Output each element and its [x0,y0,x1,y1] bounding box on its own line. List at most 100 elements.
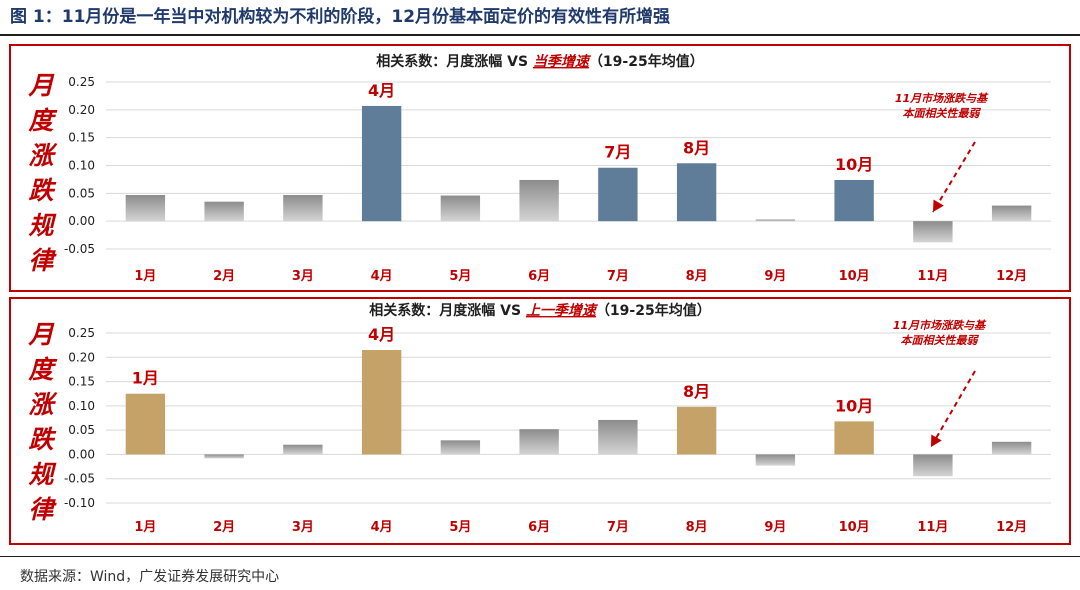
x-tick-label: 7月 [607,269,629,284]
x-tick-label: 10月 [839,269,870,284]
figure-title: 图 1：11月份是一年当中对机构较为不利的阶段，12月份基本面定价的有效性有所增… [10,7,671,27]
x-tick-label: 9月 [764,520,786,535]
bar [519,429,559,455]
y-tick-label: 0.20 [68,350,95,364]
x-tick-label: 9月 [764,269,786,284]
x-tick-label: 1月 [134,269,156,284]
annotation-text: 11月市场涨跌与基 [895,92,989,105]
side-label-char: 规 [28,211,54,240]
y-tick-label: 0.25 [68,326,95,340]
y-tick-label: 0.20 [68,103,95,117]
bar-data-label: 7月 [604,143,631,162]
side-label-char: 律 [28,495,54,524]
bar [913,454,953,477]
x-tick-label: 5月 [449,269,471,284]
x-tick-label: 6月 [528,269,550,284]
bar-data-label: 10月 [835,396,873,415]
side-label-char: 月 [28,320,54,349]
bar [361,350,402,455]
x-tick-label: 12月 [996,269,1027,284]
x-tick-label: 6月 [528,520,550,535]
y-tick-label: 0.00 [68,447,95,461]
x-tick-label: 8月 [686,520,708,535]
x-tick-label: 10月 [839,520,870,535]
annotation-text: 本面相关性最弱 [901,334,980,347]
bar-data-label: 8月 [683,138,710,157]
side-label-char: 涨 [28,390,54,419]
bar [361,105,402,222]
bar [834,179,874,222]
top-rule [0,34,1080,36]
bar [755,454,796,466]
bar-data-label: 8月 [683,382,710,401]
bar [991,441,1032,455]
annotation-arrowhead [933,199,944,212]
x-tick-label: 4月 [371,520,393,535]
bar-data-label: 4月 [368,81,395,100]
bar-chart-current-quarter: 相关系数：月度涨幅 VS 当季增速（19-25年均值） 0.25 0.20 0.15 0… [64,53,1051,284]
bar [676,163,717,222]
bar [125,393,166,455]
y-tick-label: -0.05 [64,472,95,486]
chart-panel-current-quarter: 月 度 涨 跌 规 律 相关系数：月度涨幅 VS 当季增速（19-25年均值） 0… [9,44,1071,292]
annotation-arrow [932,141,976,213]
x-tick-label: 4月 [371,269,393,284]
x-tick-label: 5月 [449,520,471,535]
bar [204,454,244,459]
bar-chart-previous-quarter: 相关系数：月度涨幅 VS 上一季增速（19-25年均值） 0.25 0.20 0.15… [64,302,1051,535]
bar-data-label: 1月 [132,369,159,388]
side-label-char: 月 [28,71,54,100]
x-tick-label: 12月 [996,520,1027,535]
x-tick-label: 7月 [607,520,629,535]
side-label-char: 度 [28,106,54,135]
side-label-char: 跌 [28,425,54,454]
chart-title: 相关系数：月度涨幅 VS 上一季增速（19-25年均值） [369,302,710,319]
bar [519,179,559,222]
x-tick-label: 8月 [686,269,708,284]
y-tick-label: 0.10 [68,399,95,413]
side-label-char: 规 [28,460,54,489]
y-tick-label: -0.05 [64,242,95,256]
y-tick-label: 0.15 [68,375,95,389]
y-tick-label: 0.15 [68,131,95,145]
side-label-char: 度 [28,355,54,384]
bar [283,195,323,222]
y-tick-label: 0.05 [68,423,95,437]
side-label-char: 律 [28,246,54,275]
y-tick-label: 0.10 [68,159,95,173]
y-tick-label: 0.25 [68,75,95,89]
bar-data-label: 4月 [368,325,395,344]
bar [991,205,1032,222]
annotation-text: 11月市场涨跌与基 [893,319,987,332]
bar [440,440,481,455]
x-tick-label: 3月 [292,520,314,535]
bar [204,201,244,222]
side-label-char: 涨 [28,141,54,170]
source-note: 数据来源：Wind，广发证券发展研究中心 [20,569,280,585]
x-tick-label: 11月 [917,520,948,535]
annotation-arrow [930,370,976,448]
bar [598,419,638,455]
x-tick-label: 2月 [213,269,235,284]
y-tick-label: 0.00 [68,214,95,228]
bar [913,221,953,243]
bar [440,195,481,222]
x-tick-label: 2月 [213,520,235,535]
bar [125,195,166,222]
annotation-text: 本面相关性最弱 [903,107,982,120]
bar [676,406,717,455]
bar [834,421,874,455]
bar-data-label: 10月 [835,155,873,174]
bar [283,444,323,455]
side-label: 月 度 涨 跌 规 律 [23,68,59,278]
side-label-char: 跌 [28,176,54,205]
bar [598,167,638,222]
x-tick-label: 11月 [917,269,948,284]
y-tick-label: 0.05 [68,186,95,200]
bar [755,219,796,222]
bottom-rule [0,556,1080,557]
x-tick-label: 1月 [134,520,156,535]
side-label: 月 度 涨 跌 规 律 [23,317,59,527]
y-tick-label: -0.10 [64,496,95,510]
chart-title: 相关系数：月度涨幅 VS 当季增速（19-25年均值） [376,53,703,70]
